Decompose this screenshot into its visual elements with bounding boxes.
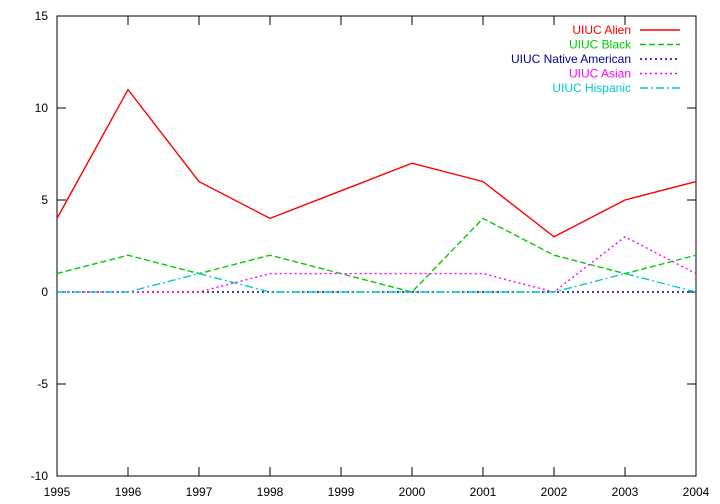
- series-line-uiuc-hispanic: [57, 272, 697, 293]
- x-tick-label: 1998: [257, 485, 284, 499]
- y-tick-label: -10: [31, 469, 49, 483]
- legend-label: UIUC Black: [569, 38, 632, 52]
- x-tick-label: 1999: [328, 485, 355, 499]
- x-tick-label: 1995: [44, 485, 71, 499]
- legend-label: UIUC Hispanic: [552, 81, 631, 95]
- y-tick-label: 5: [41, 193, 48, 207]
- y-tick-label: 0: [41, 285, 48, 299]
- series-layer: [56, 88, 697, 293]
- legend-label: UIUC Alien: [572, 23, 631, 37]
- x-tick-label: 2001: [470, 485, 497, 499]
- series-line-uiuc-black: [56, 217, 697, 293]
- x-tick-label: 1997: [186, 485, 213, 499]
- x-tick-label: 2000: [399, 485, 426, 499]
- y-tick-label: 10: [35, 101, 49, 115]
- axis-ticks: 1995 1996 1997 1998 1999 2000 2001 2002 2003 2004…: [31, 9, 710, 499]
- legend-label: UIUC Asian: [569, 67, 631, 81]
- plot-frame: [56, 15, 697, 477]
- x-tick-label: 2003: [612, 485, 639, 499]
- series-line-uiuc-asian: [57, 235, 697, 293]
- legend-label: UIUC Native American: [511, 52, 631, 66]
- series-line-uiuc-alien: [56, 88, 697, 238]
- x-tick-label: 1996: [115, 485, 142, 499]
- y-tick-label: 15: [35, 9, 49, 23]
- x-tick-label: 2004: [683, 485, 710, 499]
- x-tick-label: 2002: [541, 485, 568, 499]
- y-tick-label: -5: [37, 377, 48, 391]
